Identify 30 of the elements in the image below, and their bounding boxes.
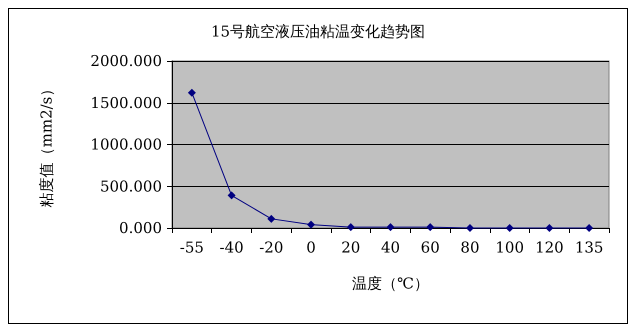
x-tick-label: 20 [341, 238, 360, 256]
point [307, 220, 316, 229]
y-tick-label: 1500.000 [90, 94, 162, 112]
point [386, 223, 394, 232]
point [506, 224, 514, 232]
point [228, 191, 236, 200]
point [346, 223, 355, 232]
y-axis-title: 粘度值（mm2/s） [38, 82, 56, 208]
x-tick-label: 100 [495, 238, 524, 256]
x-tick-label: 60 [420, 238, 440, 256]
x-axis-title: 温度（℃） [352, 274, 429, 292]
x-tick-label: 135 [574, 238, 604, 256]
y-tick-label: 1000.000 [90, 136, 162, 154]
y-tick-label: 500.000 [100, 177, 162, 196]
point [267, 214, 276, 223]
x-tick-label: 0 [306, 238, 316, 256]
x-tick-label: -55 [180, 238, 204, 256]
chart-title: 15号航空液压油粘温变化趋势图 [210, 22, 426, 40]
x-tick-label: 120 [535, 238, 564, 256]
x-tick-label: -40 [220, 238, 244, 256]
point [545, 224, 554, 232]
point [188, 88, 196, 97]
point [426, 223, 434, 232]
point [585, 224, 594, 232]
point [466, 224, 474, 232]
x-tick-label: -20 [259, 238, 284, 256]
y-tick-label: 0.000 [119, 219, 162, 237]
y-tick-label: 2000.000 [90, 52, 162, 70]
x-tick-label: 40 [380, 238, 400, 256]
x-tick-label: 80 [460, 238, 480, 256]
